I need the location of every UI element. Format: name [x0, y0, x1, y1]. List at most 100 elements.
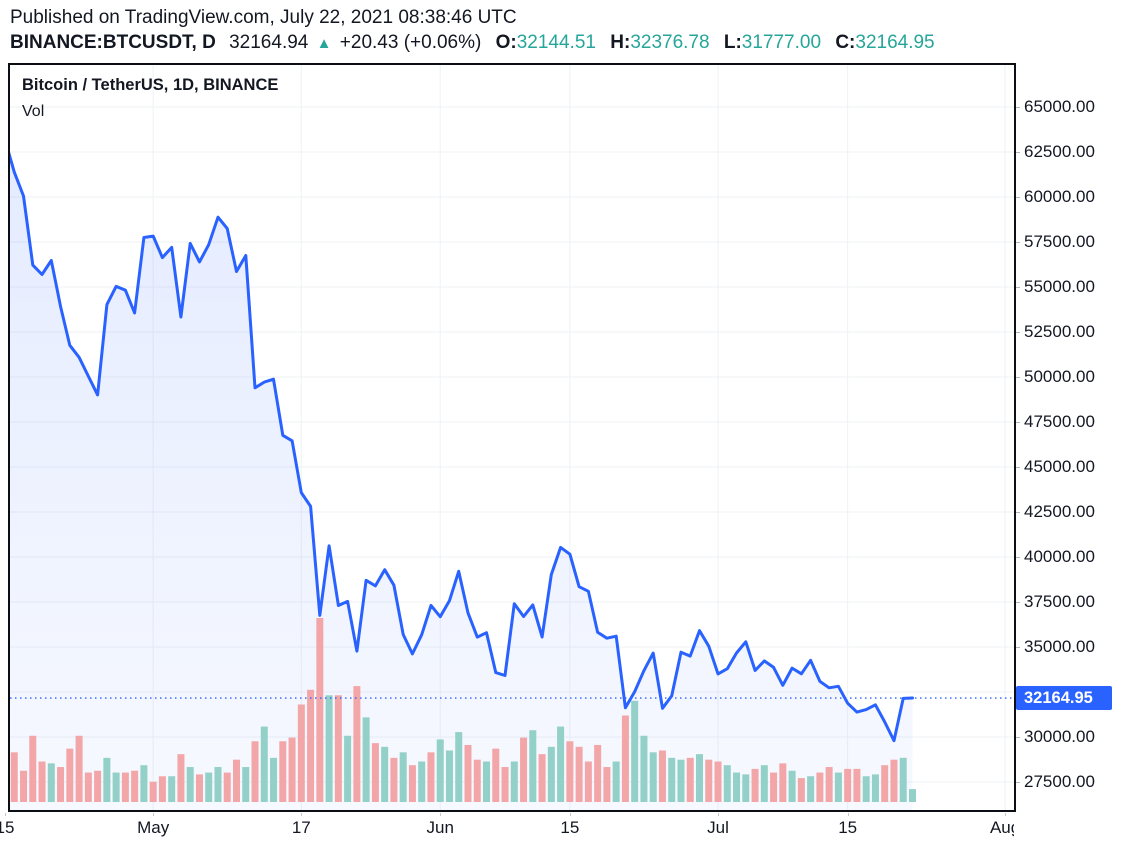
time-axis[interactable]: 15 May 17 Jun 15 Jul 15 Aug [0, 813, 1014, 843]
current-price-label: 32164.95 [1016, 686, 1112, 711]
close-label: C: [835, 32, 856, 53]
high-value: 32376.78 [630, 32, 710, 53]
volume-bar [445, 750, 453, 802]
volume-bar [603, 767, 611, 802]
time-axis-tick [301, 813, 303, 816]
price-axis-label: 57500.00 [1024, 232, 1095, 251]
price-axis-tick [1016, 422, 1020, 423]
volume-bar [436, 739, 444, 802]
volume-bar [612, 761, 620, 802]
time-axis-label: 17 [291, 818, 311, 837]
price-axis-label: 27500.00 [1024, 772, 1095, 791]
volume-bar [316, 618, 324, 802]
volume-bar [371, 743, 379, 802]
volume-bar [825, 767, 833, 802]
volume-bar [723, 765, 731, 802]
chart-legend-title: Bitcoin / TetherUS, 1D, BINANCE [22, 76, 279, 94]
chart-pane[interactable]: Bitcoin / TetherUS, 1D, BINANCE Vol [8, 63, 1016, 812]
volume-bar [834, 772, 842, 802]
time-axis-tick [1005, 813, 1007, 816]
volume-bar [733, 772, 741, 802]
symbol-name: BINANCE:BTCUSDT, D [10, 32, 216, 53]
volume-bar [205, 772, 213, 802]
price-axis-tick [1016, 107, 1020, 108]
price-axis-tick [1016, 467, 1020, 468]
volume-bar [57, 767, 65, 802]
price-axis[interactable]: 32164.95 65000.00 62500.00 60000.00 57500.0… [1016, 65, 1124, 812]
volume-bar [270, 757, 278, 802]
volume-bar [186, 767, 194, 802]
price-axis-label: 52500.00 [1024, 322, 1095, 341]
volume-bar [862, 776, 870, 802]
price-axis-label: 37500.00 [1024, 592, 1095, 611]
volume-bar [594, 744, 602, 802]
volume-bar [770, 772, 778, 802]
volume-bar [631, 700, 639, 802]
price-axis-tick [1016, 737, 1020, 738]
price-axis-label: 55000.00 [1024, 277, 1095, 296]
volume-bar [177, 754, 185, 802]
price-axis-tick [1016, 152, 1020, 153]
volume-bar [473, 759, 481, 802]
price-axis-label: 62500.00 [1024, 142, 1095, 161]
volume-bar [381, 746, 389, 802]
volume-bar [538, 754, 546, 802]
volume-bar [195, 774, 203, 802]
price-axis-label: 47500.00 [1024, 412, 1095, 431]
open-label: O: [495, 32, 517, 53]
volume-bar [297, 704, 305, 802]
volume-bar [696, 754, 703, 802]
volume-bar [510, 761, 518, 802]
time-axis-label: Aug [989, 818, 1014, 837]
volume-bar [334, 695, 342, 802]
volume-bar [408, 765, 416, 802]
volume-bar [492, 748, 500, 802]
price-axis-label: 30000.00 [1024, 727, 1095, 746]
volume-bar [223, 772, 231, 802]
volume-bar [742, 774, 750, 802]
volume-bar [168, 776, 176, 802]
volume-bar [10, 752, 18, 802]
volume-bar [575, 746, 583, 802]
volume-bar [288, 737, 296, 802]
time-axis-label: Jul [707, 818, 729, 837]
volume-bar [38, 761, 46, 802]
time-axis-label: Jun [426, 818, 454, 837]
price-axis-tick [1016, 242, 1020, 243]
volume-bar [20, 770, 28, 802]
open-value: 32144.51 [516, 32, 596, 53]
time-axis-label: 15 [560, 818, 580, 837]
price-axis-label: 40000.00 [1024, 547, 1095, 566]
volume-bar [418, 761, 426, 802]
area-series-fill [10, 157, 913, 810]
volume-bar [751, 768, 759, 802]
price-chart-canvas[interactable] [10, 65, 1014, 810]
volume-bar [307, 689, 315, 802]
volume-bar [853, 768, 861, 802]
time-axis-label: May [137, 818, 170, 837]
time-axis-tick [153, 813, 155, 816]
volume-bar [29, 735, 37, 802]
volume-bar [75, 735, 83, 802]
price-axis-tick [1016, 332, 1020, 333]
time-axis-tick [440, 813, 442, 816]
price-axis-label: 50000.00 [1024, 367, 1095, 386]
volume-bar [807, 776, 815, 802]
volume-bar [621, 715, 629, 802]
volume-bar [131, 770, 139, 802]
volume-bar [668, 757, 676, 802]
volume-bar [158, 776, 166, 802]
low-label: L: [723, 32, 742, 53]
volume-bar [399, 752, 407, 802]
volume-bar [47, 763, 55, 802]
volume-bar [344, 735, 352, 802]
time-axis-tick [718, 813, 720, 816]
volume-bar [677, 759, 685, 802]
volume-bar [584, 761, 592, 802]
volume-bar [455, 732, 463, 802]
volume-bar [242, 767, 250, 802]
time-axis-tick [5, 813, 6, 816]
price-axis-tick [1016, 197, 1020, 198]
volume-bar [464, 744, 472, 802]
